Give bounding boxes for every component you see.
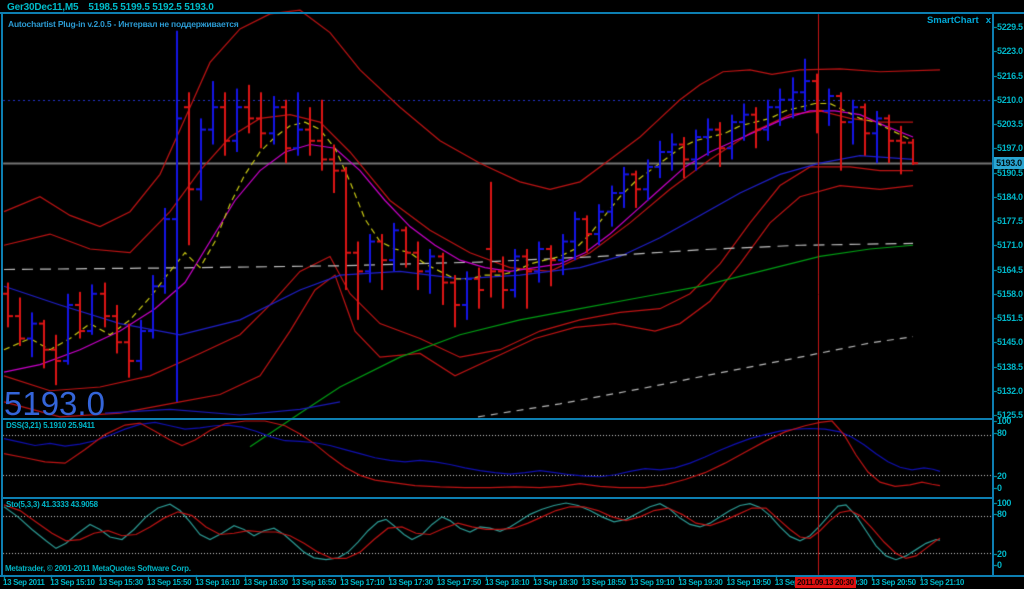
close-icon[interactable]: x <box>985 15 991 26</box>
price-axis-label: 5125.5 <box>997 410 1023 420</box>
price-axis-label: 5197.0 <box>997 143 1023 154</box>
time-axis-label: 13 Sep 16:50 <box>291 578 337 587</box>
time-axis-label: 13 Sep 16:30 <box>243 578 289 587</box>
price-axis-label: 5151.5 <box>997 313 1023 323</box>
time-axis-label: 13 Sep 18:50 <box>581 578 627 587</box>
time-axis-label: 13 Sep 15:30 <box>98 578 144 587</box>
time-axis-label: 13 Sep 21:10 <box>919 578 965 587</box>
price-axis-label: 5229.5 <box>997 22 1023 32</box>
time-axis-label: 13 Sep 17:50 <box>436 578 482 587</box>
time-axis-label: 13 Sep 15:10 <box>50 578 95 587</box>
chart-title: Ger30Dec11,M5 5198.5 5199.5 5192.5 5193.0 <box>7 2 214 13</box>
sto-indicator-label: Sto(5,3,3) 41.3333 43.9058 <box>6 500 98 509</box>
price-axis-label: 5216.5 <box>997 70 1023 81</box>
price-axis-label: 5203.5 <box>997 119 1023 129</box>
time-axis-label: 13 Sep 20:50 <box>871 578 916 587</box>
panel-separator-sto <box>1 497 994 499</box>
time-axis-label: 13 Sep 17:30 <box>388 578 433 587</box>
dss-axis-label: 20 <box>997 471 1007 481</box>
price-axis-label: 5223.0 <box>997 46 1023 57</box>
panel-separator-dss <box>1 418 994 420</box>
metatrader-credit: Metatrader, © 2001-2011 MetaQuotes Softw… <box>5 564 191 573</box>
time-axis-label: 13 Sep 18:10 <box>485 578 530 587</box>
sto-axis-label: 100 <box>997 498 1012 508</box>
time-axis-label: 13 Sep 19:50 <box>726 578 772 587</box>
price-axis-label: 5171.0 <box>997 240 1023 251</box>
current-price-tag: 5193.0 <box>994 157 1024 169</box>
smartchart-button[interactable]: SmartChart x <box>927 15 991 26</box>
chart-border-right <box>992 12 994 577</box>
dss-indicator-label: DSS(3,21) 5.1910 25.9411 <box>6 421 95 430</box>
time-axis-label: 13 Sep 16:10 <box>195 578 240 587</box>
sto-axis-label: 0 <box>997 560 1002 570</box>
price-axis-label: 5132.0 <box>997 385 1023 396</box>
price-axis-label: 5158.0 <box>997 288 1023 299</box>
price-axis-label: 5210.0 <box>997 94 1023 105</box>
autochartist-status: Autochartist Plug-in v.2.0.5 - Интервал … <box>8 19 239 29</box>
time-axis-label: 13 Sep 2011 <box>3 578 45 587</box>
price-axis-label: 5164.5 <box>997 264 1023 275</box>
price-axis-label: 5190.5 <box>997 167 1023 178</box>
price-axis-label: 5177.5 <box>997 216 1023 226</box>
crosshair-date-tag: 2011.09.13 20:30 <box>795 577 856 588</box>
chart-border-bottom <box>0 575 1024 577</box>
time-axis-label: 13 Sep 18:30 <box>533 578 578 587</box>
symbol-period-label: Ger30Dec11,M5 <box>7 2 79 13</box>
smartchart-label: SmartChart <box>926 15 979 26</box>
price-axis-label: 5138.5 <box>997 361 1023 372</box>
time-axis-label: 13 Sep 19:10 <box>629 578 675 587</box>
chart-border-left <box>1 12 3 577</box>
chart-border-top <box>0 12 1024 14</box>
big-price-label: 5193.0 <box>4 385 105 422</box>
price-axis-label: 5145.0 <box>997 337 1023 348</box>
ohlc-values: 5198.5 5199.5 5192.5 5193.0 <box>88 2 214 13</box>
time-axis-label: 13 Sep 19:30 <box>678 578 723 587</box>
dss-axis-label: 0 <box>997 483 1002 493</box>
dss-axis-label: 80 <box>997 428 1007 438</box>
dss-axis-label: 100 <box>997 416 1012 426</box>
sto-axis-label: 80 <box>997 509 1007 519</box>
time-axis-label: 13 Sep 15:50 <box>146 578 192 587</box>
sto-axis-label: 20 <box>997 549 1007 559</box>
time-axis-label: 13 Sep 17:10 <box>340 578 385 587</box>
price-axis-label: 5184.0 <box>997 191 1023 202</box>
